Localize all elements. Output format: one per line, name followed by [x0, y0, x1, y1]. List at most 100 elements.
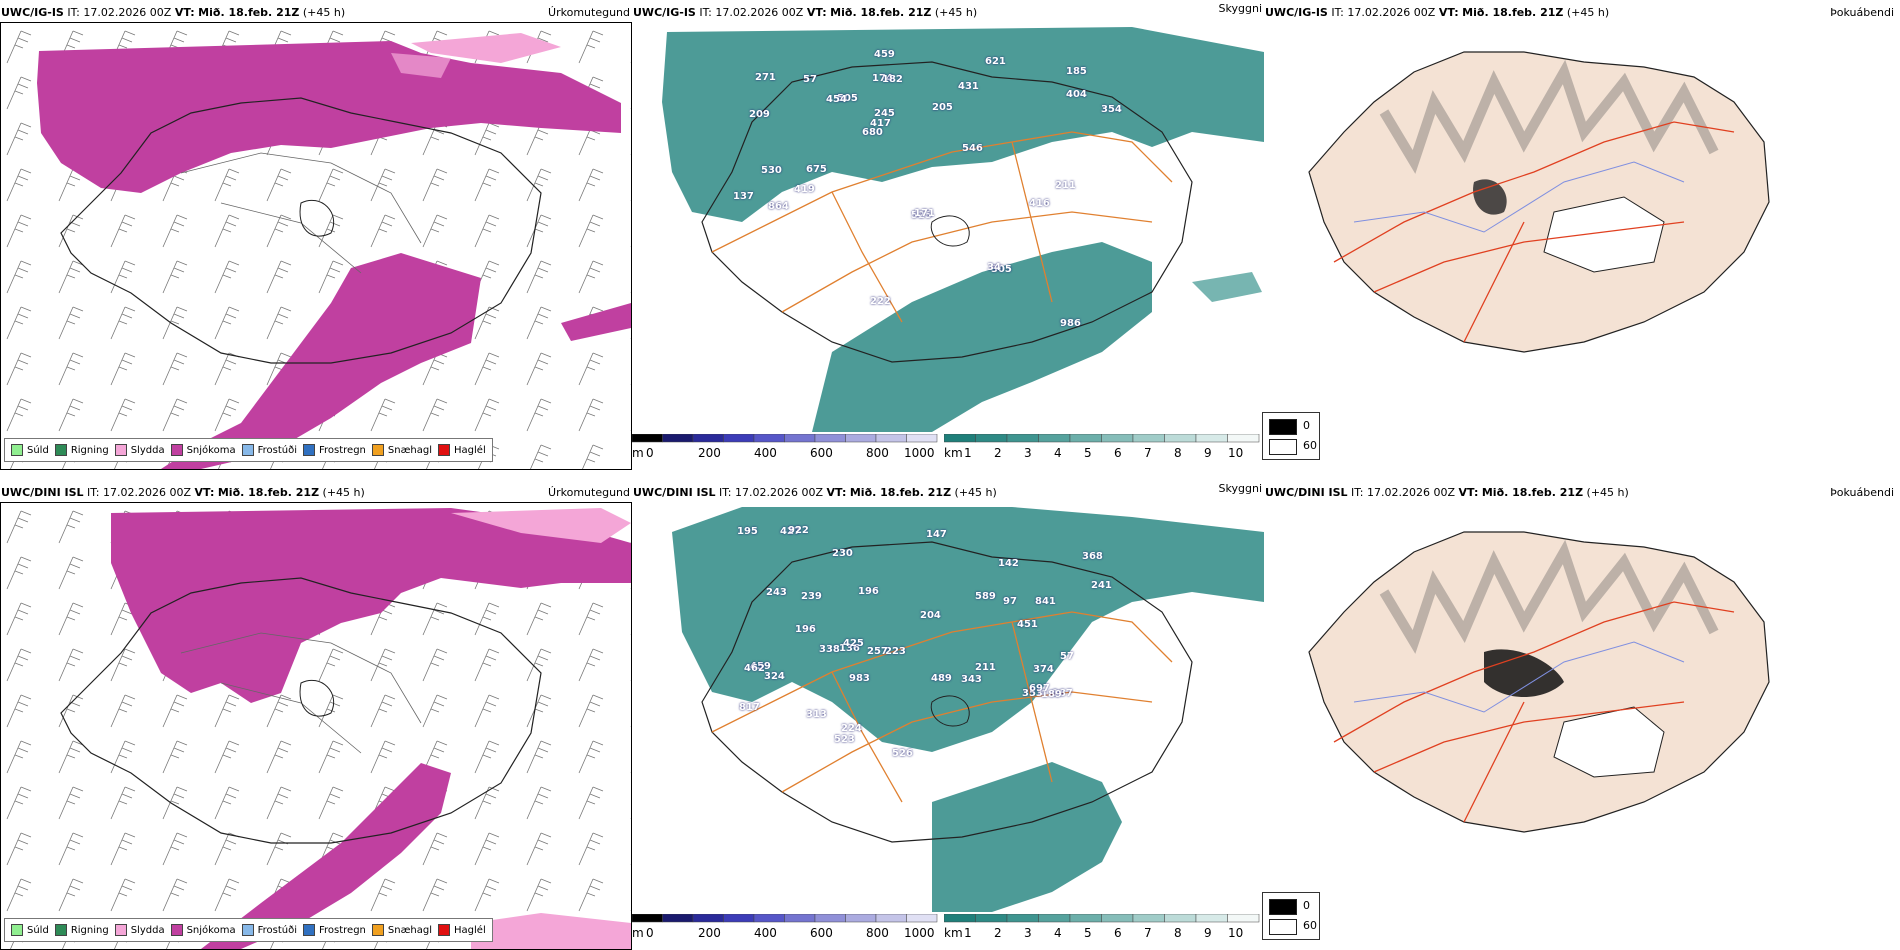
ceiling-value-label: 313 [806, 709, 827, 720]
colorbar-segment [723, 434, 755, 443]
ceiling-value-label: 245 [874, 108, 895, 119]
legend-swatch [303, 924, 315, 936]
fog-swatch-light [1269, 919, 1297, 935]
ceiling-value-label: 142 [998, 558, 1019, 569]
ceiling-value-label: 431 [958, 81, 979, 92]
legend-item: Snjókoma [170, 924, 236, 936]
precip-type-legend: Súld Rigning Slydda Snjókoma Frostúði Fr… [4, 438, 493, 462]
ceiling-value-label: 419 [794, 184, 815, 195]
legend-swatch [438, 444, 451, 456]
ceiling-value-label: 147 [926, 529, 947, 540]
fog-panel-top: UWC/IG-IS IT: 17.02.2026 00Z VT: Mið. 18… [1264, 0, 1896, 470]
legend-item: Rigning [54, 444, 109, 456]
fog-map [1264, 22, 1896, 470]
colorbar-unit: km [944, 926, 963, 940]
colorbar-segment [632, 434, 663, 443]
colorbar-segment [753, 434, 785, 443]
legend-swatch [11, 444, 23, 456]
ceiling-value-label: 171 [914, 208, 935, 219]
panel-title: Þokuábendi [1830, 486, 1894, 499]
fog-colorbar-bottom: 0 60 [1262, 892, 1320, 940]
colorbar-segment [906, 914, 938, 923]
ceiling-value-label: 427 [780, 526, 801, 537]
ceiling-value-label: 209 [749, 109, 770, 120]
ceiling-value-label: 354 [1101, 104, 1122, 115]
legend-swatch [371, 444, 384, 456]
colorbar-segment [906, 434, 938, 443]
colorbar-segment [1132, 914, 1165, 923]
ceiling-value-label: 459 [874, 49, 895, 60]
ceiling-value-label: 196 [858, 586, 879, 597]
colorbar-unit: m [632, 926, 644, 940]
colorbar-segment [1069, 914, 1102, 923]
colorbar-segment [975, 434, 1008, 443]
ceiling-value-label: 243 [766, 587, 787, 598]
legend-item: Snæhagl [371, 444, 432, 456]
ceiling-value-label: 204 [920, 610, 941, 621]
colorbar-segment [814, 434, 846, 443]
colorbar-segment [692, 914, 724, 923]
ceiling-value-label: 343 [961, 674, 982, 685]
colorbar-segment [1038, 914, 1071, 923]
fog-colorbar-top: 0 60 [1262, 412, 1320, 460]
legend-swatch [303, 444, 315, 456]
ceiling-colorbar-top: m 0 200 400 600 800 1000 [632, 434, 942, 460]
colorbar-segment [692, 434, 724, 443]
ceiling-value-label: 489 [931, 673, 952, 684]
precip-map [0, 22, 632, 470]
ceiling-value-label: 404 [1066, 89, 1087, 100]
model-name: UWC/IG-IS [633, 6, 696, 19]
colorbar-segment [1195, 914, 1228, 923]
legend-swatch [438, 924, 451, 936]
panel-header: UWC/IG-IS IT: 17.02.2026 00Z VT: Mið. 18… [633, 2, 1262, 19]
ceiling-value-label: 338 [819, 644, 840, 655]
ceiling-value-label: 986 [1060, 318, 1081, 329]
ceiling-value-label: 241 [1091, 580, 1112, 591]
ceiling-value-label: 546 [962, 143, 983, 154]
legend-item: Frostregn [303, 924, 366, 936]
model-name: UWC/DINI ISL [633, 486, 716, 499]
ceiling-colorbar-bottom: m 0 200 400 600 800 1000 [632, 914, 942, 940]
ceiling-value-label: 324 [764, 671, 785, 682]
ceiling-value-label: 353 [1022, 688, 1043, 699]
visibility-colorbar-top: km 1 2 3 4 5 6 7 8 9 10 [944, 434, 1264, 460]
ceiling-value-label: 680 [862, 127, 883, 138]
panel-title: Úrkomutegund [548, 6, 630, 19]
colorbar-segment [944, 914, 976, 923]
legend-item: Súld [11, 444, 49, 456]
panel-header: UWC/DINI ISL IT: 17.02.2026 00Z VT: Mið.… [633, 482, 1262, 499]
colorbar-unit: m [632, 446, 644, 460]
panel-header: UWC/DINI ISL IT: 17.02.2026 00Z VT: Mið.… [1265, 486, 1894, 499]
ceiling-value-label: 525 [911, 210, 932, 221]
colorbar-segment [875, 434, 907, 443]
legend-item: Frostúði [241, 924, 297, 936]
ceiling-value-label: 136 [839, 643, 860, 654]
ceiling-value-label: 189 [1041, 689, 1062, 700]
model-name: UWC/IG-IS [1265, 6, 1328, 19]
colorbar-segment [845, 914, 877, 923]
precip-panel-top: UWC/IG-IS IT: 17.02.2026 00Z VT: Mið. 18… [0, 0, 632, 470]
legend-item: Snæhagl [371, 924, 432, 936]
ceiling-value-label: 257 [867, 646, 888, 657]
colorbar-segment [1038, 434, 1071, 443]
ceiling-value-label: 137 [733, 191, 754, 202]
ceiling-value-label: 368 [1082, 551, 1103, 562]
ceiling-value-label: 230 [832, 548, 853, 559]
legend-item: Haglél [438, 924, 486, 936]
panel-title: Skyggni [1218, 482, 1262, 495]
ceiling-value-label: 462 [744, 663, 765, 674]
ceiling-value-label: 922 [788, 525, 809, 536]
ceiling-value-label: 374 [1033, 664, 1054, 675]
panel-title: Skyggni [1218, 2, 1262, 15]
colorbar-segment [784, 434, 816, 443]
ceiling-value-label: 454 [826, 94, 847, 105]
ceiling-value-label: 589 [975, 591, 996, 602]
colorbar-segment [1164, 434, 1197, 443]
legend-swatch [11, 924, 23, 936]
panel-header: UWC/IG-IS IT: 17.02.2026 00Z VT: Mið. 18… [1265, 6, 1894, 19]
ceiling-value-label: 211 [1055, 180, 1076, 191]
colorbar-segment [875, 914, 907, 923]
colorbar-segment [814, 914, 846, 923]
fog-panel-bottom: UWC/DINI ISL IT: 17.02.2026 00Z VT: Mið.… [1264, 480, 1896, 950]
ceiling-value-label: 451 [1017, 619, 1038, 630]
